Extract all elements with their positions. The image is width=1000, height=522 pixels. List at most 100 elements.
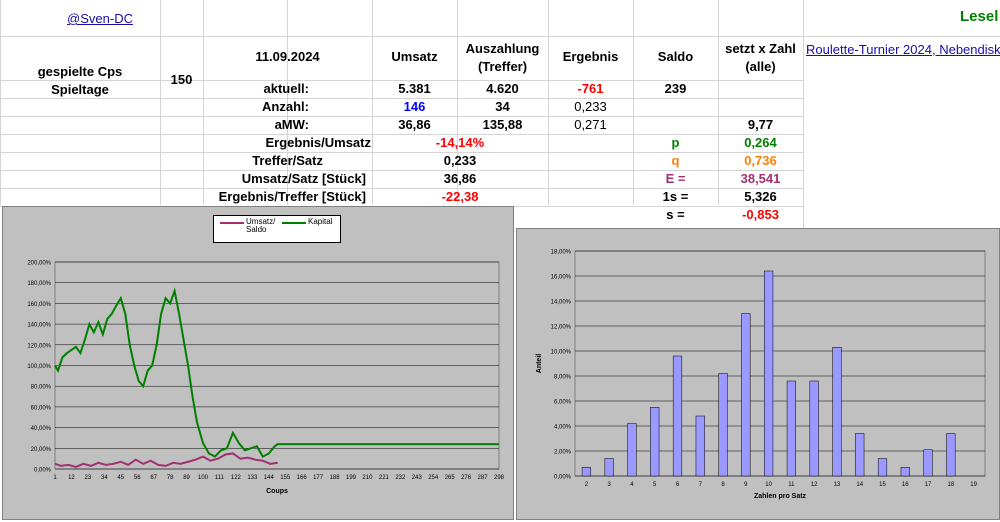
- auszahlung-subheader: (Treffer): [477, 59, 528, 74]
- x-tick-label: 67: [150, 475, 157, 481]
- x-tick-label: 144: [264, 475, 275, 481]
- tournament-link[interactable]: Roulette-Turnier 2024, Nebendisk: [806, 42, 1000, 57]
- x-tick-label: 34: [101, 475, 108, 481]
- y-tick-label: 20,00%: [31, 447, 52, 453]
- x-tick-label: 7: [699, 482, 703, 488]
- user-link[interactable]: @Sven-DC: [67, 11, 133, 26]
- x-tick-label: 3: [607, 482, 611, 488]
- y-tick-label: 40,00%: [31, 426, 52, 432]
- line-chart-svg: 0,00% 20,00% 40,00% 60,00% 80,00% 100,00% 120,…: [27, 261, 505, 496]
- x-tick-label: 122: [231, 475, 242, 481]
- x-tick-label: 210: [362, 475, 373, 481]
- ergebnis-header: Ergebnis: [562, 49, 619, 64]
- bar-14: [855, 433, 865, 477]
- y-tick-label: 14,00%: [551, 300, 572, 306]
- amw-label: aMW:: [274, 117, 309, 132]
- aktuell-saldo: 239: [664, 81, 687, 96]
- bar-chart[interactable]: 0,00% 2,00% 4,00% 6,00% 8,00% 10,00% 12,00% 14,…: [516, 228, 1000, 520]
- x-tick-label: 56: [134, 475, 141, 481]
- legend-umsatz-saldo: Umsatz/ Saldo: [246, 217, 276, 234]
- bar-17: [923, 449, 933, 477]
- x-tick-label: 276: [461, 475, 472, 481]
- stat-value-treffer-satz: 0,233: [443, 153, 477, 168]
- stat-value-umsatz-satz: 36,86: [443, 171, 477, 186]
- anzahl-auszahlung: 34: [495, 99, 510, 114]
- amw-umsatz: 36,86: [398, 117, 431, 132]
- bar-2: [581, 467, 591, 477]
- param-q-label: q: [671, 153, 680, 168]
- stat-label-ergebnis-treffer: Ergebnis/Treffer [Stück]: [218, 189, 366, 204]
- y-tick-label: 140,00%: [27, 323, 51, 329]
- bar-11: [786, 380, 796, 477]
- x-tick-label: 5: [653, 482, 657, 488]
- stat-label-umsatz-satz: Umsatz/Satz [Stück]: [241, 171, 366, 186]
- x-tick-label: 23: [85, 475, 92, 481]
- param-p-value: 0,264: [744, 135, 777, 150]
- x-tick-label: 89: [183, 475, 190, 481]
- y-tick-label: 2,00%: [554, 450, 572, 456]
- bar-chart-svg: 0,00% 2,00% 4,00% 6,00% 8,00% 10,00% 12,00% 14,…: [536, 250, 986, 500]
- param-p-label: p: [671, 135, 680, 150]
- param-e-value: 38,541: [740, 171, 781, 186]
- x-tick-label: 254: [428, 475, 439, 481]
- x-tick-label: 188: [330, 475, 341, 481]
- y-tick-label: 0,00%: [554, 475, 572, 481]
- setzt-header: setzt x Zahl: [725, 41, 796, 56]
- x-tick-label: 298: [494, 475, 505, 481]
- bar-13: [832, 347, 842, 477]
- x-axis-label: Zahlen pro Satz: [754, 493, 807, 500]
- bar-4: [627, 423, 637, 477]
- stat-value-ergebnis-treffer: -22,38: [441, 189, 479, 204]
- y-tick-label: 0,00%: [34, 468, 52, 474]
- y-tick-label: 60,00%: [31, 405, 52, 411]
- x-tick-label: 199: [346, 475, 357, 481]
- aktuell-ergebnis: -761: [577, 81, 604, 96]
- y-tick-label: 6,00%: [554, 400, 572, 406]
- x-tick-label: 287: [478, 475, 489, 481]
- x-tick-label: 1: [53, 475, 57, 481]
- x-tick-label: 16: [902, 482, 909, 488]
- y-tick-label: 180,00%: [27, 281, 51, 287]
- stat-label-treffer-satz: Treffer/Satz: [252, 153, 323, 168]
- x-tick-label: 166: [297, 475, 308, 481]
- series-line-kapital: [54, 287, 499, 458]
- x-tick-label: 14: [856, 482, 863, 488]
- y-tick-label: 100,00%: [27, 364, 51, 370]
- anzahl-label: Anzahl:: [262, 99, 309, 114]
- y-tick-label: 4,00%: [554, 425, 572, 431]
- anzahl-ergebnis: 0,233: [574, 99, 607, 114]
- y-tick-label: 200,00%: [27, 261, 51, 267]
- x-tick-label: 13: [834, 482, 841, 488]
- y-tick-label: 120,00%: [27, 343, 51, 349]
- x-tick-label: 155: [280, 475, 291, 481]
- aktuell-label: aktuell:: [263, 81, 309, 96]
- x-tick-label: 12: [811, 482, 818, 488]
- x-tick-label: 12: [68, 475, 75, 481]
- x-tick-label: 15: [879, 482, 886, 488]
- x-tick-label: 232: [395, 475, 406, 481]
- y-tick-label: 12,00%: [551, 325, 572, 331]
- bar-18: [946, 433, 956, 477]
- y-tick-label: 160,00%: [27, 302, 51, 308]
- x-tick-label: 9: [744, 482, 748, 488]
- y-tick-label: 16,00%: [551, 275, 572, 281]
- param-s-label: s =: [666, 207, 685, 222]
- x-tick-label: 2: [585, 482, 589, 488]
- umsatz-header: Umsatz: [391, 49, 438, 64]
- x-tick-label: 19: [970, 482, 977, 488]
- line-chart[interactable]: 0,00% 20,00% 40,00% 60,00% 80,00% 100,00% 120,…: [2, 206, 514, 520]
- series-line-umsatz-saldo: [54, 452, 278, 468]
- bar-16: [900, 467, 910, 477]
- plot-area: [574, 250, 986, 477]
- bar-10: [764, 270, 774, 477]
- aktuell-auszahlung: 4.620: [486, 81, 519, 96]
- param-1s-label: 1s =: [662, 189, 689, 204]
- aktuell-umsatz: 5.381: [398, 81, 431, 96]
- x-tick-label: 18: [947, 482, 954, 488]
- bar-15: [877, 458, 888, 477]
- line-chart-legend: Umsatz/ Saldo Kapital: [213, 215, 341, 243]
- x-axis-label: Coups: [266, 488, 288, 495]
- y-tick-label: 18,00%: [551, 250, 572, 256]
- y-tick-label: 80,00%: [31, 385, 52, 391]
- amw-setzt: 9,77: [747, 117, 774, 132]
